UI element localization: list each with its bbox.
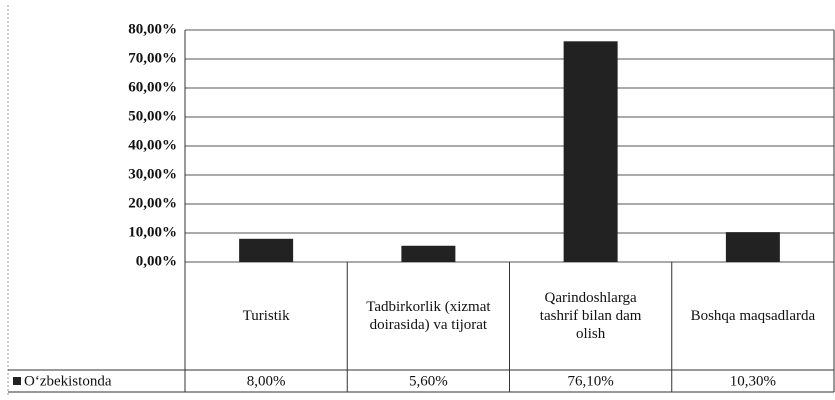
data-table-value: 10,30% — [730, 373, 776, 389]
x-category-label: Boshqa maqsadlarda — [690, 308, 816, 324]
bar — [563, 41, 618, 263]
y-tick-label: 30,00% — [128, 166, 177, 182]
y-tick-label: 0,00% — [136, 253, 177, 269]
data-table-value: 8,00% — [247, 373, 286, 389]
data-table-value: 5,60% — [409, 373, 448, 389]
y-tick-label: 40,00% — [128, 137, 177, 153]
x-category-label: Turistik — [242, 308, 290, 324]
y-tick-label: 10,00% — [128, 224, 177, 240]
y-tick-label: 60,00% — [128, 79, 177, 95]
legend-label: O‘zbekistonda — [24, 373, 112, 389]
x-category-label: Tadbirkorlik (xizmat doirasida) va tijor… — [366, 299, 491, 333]
bar — [239, 238, 294, 262]
data-table-value: 76,10% — [568, 373, 614, 389]
bar — [725, 232, 780, 262]
legend-marker — [13, 377, 21, 385]
y-tick-label: 50,00% — [128, 108, 177, 124]
y-tick-label: 20,00% — [128, 195, 177, 211]
y-tick-label: 80,00% — [128, 21, 177, 37]
y-tick-label: 70,00% — [128, 50, 177, 66]
bar — [401, 245, 456, 262]
x-category-label: Qarindoshlarga tashrif bilan dam olish — [539, 290, 642, 342]
